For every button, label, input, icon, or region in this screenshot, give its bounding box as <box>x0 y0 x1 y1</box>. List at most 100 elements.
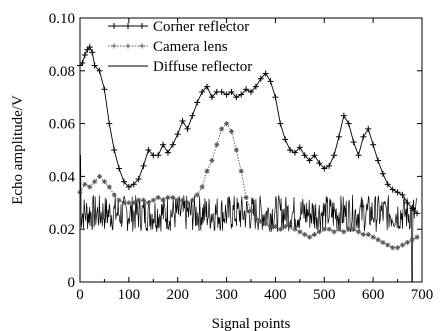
camera-lens-point <box>155 195 161 201</box>
camera-lens-point <box>316 229 322 235</box>
camera-lens-point <box>375 237 381 243</box>
x-tick-label: 500 <box>313 287 336 303</box>
camera-lens-point <box>150 197 156 203</box>
camera-lens-point <box>272 224 278 230</box>
corner-reflector-point <box>252 83 259 90</box>
corner-reflector-point <box>101 86 108 93</box>
corner-reflector-point <box>384 181 391 188</box>
y-tick-label: 0.10 <box>49 11 75 27</box>
corner-reflector-point <box>414 210 421 217</box>
corner-reflector-point <box>184 125 191 132</box>
corner-reflector-point <box>311 152 318 159</box>
corner-reflector-point <box>282 136 289 143</box>
corner-reflector-point <box>106 120 113 127</box>
camera-lens-point <box>228 129 234 135</box>
corner-reflector-point <box>399 191 406 198</box>
corner-reflector-point <box>204 83 211 90</box>
camera-lens-point <box>390 245 396 251</box>
chart-legend: Corner reflector Camera lens Diffuse refle… <box>108 19 252 75</box>
corner-reflector-point <box>296 144 303 151</box>
corner-reflector-point <box>125 183 132 190</box>
camera-lens-point <box>194 192 200 198</box>
corner-reflector-point <box>306 157 313 164</box>
corner-reflector-point <box>379 170 386 177</box>
y-axis-label: Echo amplitude/V <box>10 95 26 205</box>
camera-lens-point <box>160 197 166 203</box>
x-tick-label: 0 <box>76 287 84 303</box>
corner-reflector-point <box>91 62 98 69</box>
camera-lens-point <box>404 239 410 245</box>
camera-lens-point <box>233 147 239 153</box>
camera-lens-point <box>101 179 107 185</box>
corner-reflector-point <box>262 70 269 77</box>
camera-lens-point <box>82 181 88 187</box>
legend-item: Corner reflector <box>108 19 249 35</box>
camera-lens-point <box>395 245 401 251</box>
camera-lens-point <box>121 200 127 206</box>
plot-lines <box>77 44 421 283</box>
camera-lens-point <box>253 216 259 222</box>
camera-lens-point <box>370 234 376 240</box>
camera-lens-point <box>287 221 293 227</box>
legend-item: Camera lens <box>108 39 228 55</box>
camera-lens-point <box>365 231 371 237</box>
camera-lens-point <box>385 242 391 248</box>
x-tick-label: 400 <box>264 287 287 303</box>
y-tick-label: 0.04 <box>49 169 76 185</box>
corner-reflector-point <box>238 91 245 98</box>
camera-lens-point <box>238 168 244 174</box>
camera-lens-point <box>189 197 195 203</box>
camera-lens-point <box>165 195 171 201</box>
camera-lens-point <box>97 173 103 179</box>
corner-reflector-point <box>365 125 372 132</box>
legend-label: Diffuse reflector <box>153 59 252 75</box>
corner-reflector-point <box>370 141 377 148</box>
corner-reflector-point <box>81 51 88 58</box>
camera-lens-point <box>326 226 332 232</box>
corner-reflector-point <box>218 88 225 95</box>
corner-reflector-point <box>145 147 152 153</box>
camera-lens-point <box>199 184 205 190</box>
camera-lens-point <box>258 218 264 224</box>
camera-lens-point <box>180 197 186 203</box>
corner-reflector-point <box>350 139 357 146</box>
corner-reflector-point <box>331 152 338 159</box>
corner-reflector-point <box>130 181 137 188</box>
corner-reflector-point <box>301 152 308 159</box>
camera-lens-point <box>131 200 137 206</box>
corner-reflector-point <box>164 149 171 156</box>
legend-label: Corner reflector <box>153 19 249 35</box>
corner-reflector-point <box>316 160 323 167</box>
camera-lens-point <box>331 229 337 235</box>
camera-lens-point <box>106 184 112 190</box>
y-axis-ticks: 0 0.02 0.04 0.06 0.08 0.10 <box>49 11 422 291</box>
corner-reflector-point <box>135 176 142 183</box>
corner-reflector-point <box>355 152 362 159</box>
x-tick-label: 300 <box>215 287 238 303</box>
corner-reflector-point <box>155 152 162 159</box>
corner-reflector-point <box>199 88 206 95</box>
camera-lens-point <box>243 195 249 201</box>
camera-lens-point <box>380 239 386 245</box>
y-tick-label: 0.06 <box>49 117 76 133</box>
camera-lens-point <box>214 142 220 148</box>
camera-lens-point <box>307 234 313 240</box>
corner-reflector-point <box>321 165 328 172</box>
corner-reflector-point <box>409 205 416 212</box>
camera-lens-point <box>351 226 357 232</box>
corner-reflector-point <box>248 88 254 95</box>
corner-reflector-point <box>111 147 118 153</box>
camera-lens-point <box>145 200 151 206</box>
camera-lens-point <box>92 179 98 185</box>
camera-lens-point <box>141 197 147 203</box>
camera-lens-point <box>126 200 132 206</box>
corner-reflector-point <box>277 120 284 127</box>
corner-reflector-point <box>272 94 279 101</box>
y-tick-label: 0.02 <box>49 222 75 238</box>
corner-reflector-point <box>340 112 347 119</box>
y-tick-label: 0 <box>68 275 76 291</box>
corner-reflector-point <box>257 75 264 82</box>
series-line-camera-lens <box>79 122 418 249</box>
camera-lens-point <box>248 208 254 214</box>
